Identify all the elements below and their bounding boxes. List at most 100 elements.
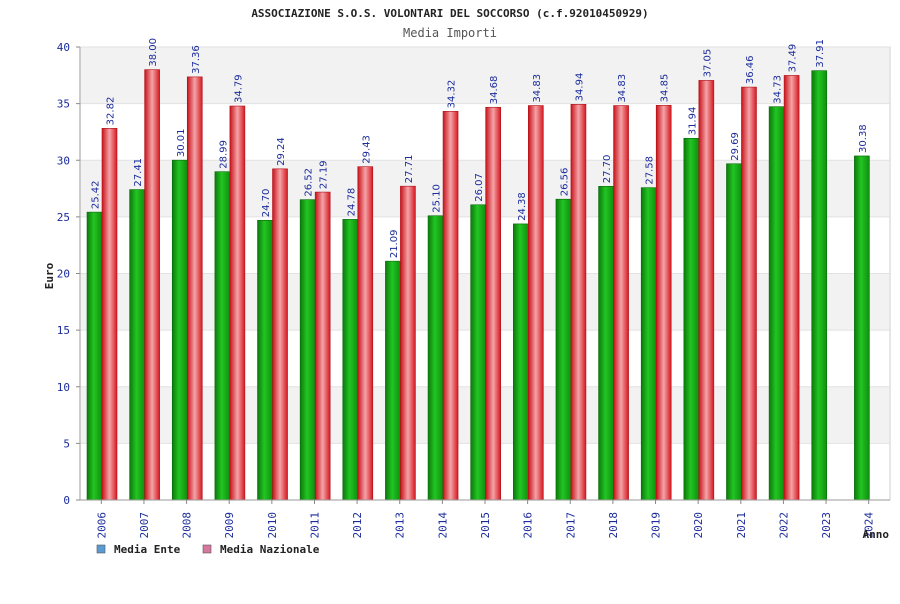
data-label: 37.49 [788,44,799,73]
x-tick-label: 2008 [181,512,194,539]
data-label: 27.58 [645,156,656,185]
x-tick-label: 2024 [863,512,876,539]
data-label: 34.79 [233,74,244,103]
data-label: 34.32 [447,80,458,109]
y-axis-label: Euro [43,262,56,289]
bar-media-ente [171,159,188,501]
x-tick-label: 2009 [223,512,236,539]
bar-media-ente [129,189,145,501]
bar-media-ente [683,137,700,501]
bar-media-nazionale [314,191,331,501]
bar-media-nazionale [144,69,160,501]
data-label: 27.19 [319,160,330,189]
x-tick-label: 2022 [777,512,790,539]
legend-item[interactable]: Media Ente [96,543,181,556]
x-axis-label: Anno [863,528,890,541]
data-label: 30.01 [176,128,187,157]
data-label: 34.68 [489,76,500,105]
data-label: 34.83 [617,74,628,103]
x-tick-label: 2019 [650,512,663,539]
bar-media-nazionale [655,105,672,501]
data-label: 29.24 [276,137,287,166]
legend-label: Media Ente [114,543,181,556]
bar-media-nazionale [528,105,544,501]
bar-media-ente [598,185,614,501]
legend-swatch [96,544,106,554]
x-tick-label: 2020 [692,512,705,539]
bar-media-ente [513,223,529,501]
bar-media-ente [726,163,742,501]
bar-media-nazionale [229,105,246,501]
bar-media-ente [86,211,103,501]
bar-media-nazionale [570,104,587,501]
bar-media-nazionale [783,75,800,501]
y-tick-label: 15 [57,324,70,337]
y-tick-label: 10 [57,381,70,394]
bar-media-ente [342,219,359,501]
bars [86,69,870,501]
data-label: 27.70 [602,155,613,184]
x-tick-label: 2017 [564,512,577,539]
x-tick-label: 2012 [351,512,364,539]
x-tick-label: 2014 [436,512,449,539]
data-label: 34.85 [660,74,671,103]
data-label: 29.69 [730,132,741,161]
data-label: 38.00 [148,38,159,67]
x-tick-label: 2016 [522,512,535,539]
bar-media-ente [385,260,401,501]
bar-media-ente [214,171,231,501]
bar-media-ente [854,155,870,501]
data-label: 26.52 [304,168,315,197]
bar-media-nazionale [741,86,757,501]
bar-media-ente [470,204,486,501]
legend: Media Ente Media Nazionale [96,543,320,556]
x-tick-label: 2015 [479,512,492,539]
bar-media-nazionale [442,111,459,501]
data-label: 24.38 [517,192,528,221]
bar-media-nazionale [357,166,374,501]
x-tick-label: 2010 [266,512,279,539]
x-tick-label: 2013 [394,512,407,539]
bar-media-nazionale [272,168,288,501]
x-tick-label: 2018 [607,512,620,539]
y-tick-label: 0 [63,494,70,507]
bar-media-nazionale [613,105,629,501]
x-tick-label: 2007 [138,512,151,539]
data-label: 26.07 [474,173,485,202]
data-label: 25.10 [432,184,443,213]
bar-media-ente [640,187,657,501]
bar-media-nazionale [101,128,118,501]
data-label: 31.94 [687,107,698,136]
y-tick-label: 20 [57,268,70,281]
x-tick-label: 2023 [820,512,833,539]
data-label: 24.78 [346,188,357,217]
bar-media-ente [299,199,316,501]
bar-media-ente [257,219,273,501]
data-label: 37.36 [191,45,202,74]
data-label: 36.46 [745,55,756,84]
data-label: 32.82 [106,97,117,126]
data-label: 27.41 [133,158,144,187]
chart-title: ASSOCIAZIONE S.O.S. VOLONTARI DEL SOCCOR… [251,7,648,20]
data-label: 27.71 [404,155,415,184]
data-label: 25.42 [91,180,102,209]
y-tick-label: 5 [63,437,70,450]
data-labels: 25.42 32.82 27.41 38.00 30.01 37.36 28.99 34.79… [91,38,869,258]
legend-item[interactable]: Media Nazionale [202,543,320,556]
y-tick-label: 25 [57,211,70,224]
data-label: 24.70 [261,189,272,218]
data-label: 21.09 [389,230,400,259]
x-axis: 2006 2007 2008 2009 2010 2011 2012 2013 2014 2015… [80,499,890,539]
bar-media-nazionale [400,185,416,501]
y-tick-label: 35 [57,98,70,111]
data-label: 26.56 [559,168,570,197]
y-tick-label: 40 [57,41,70,54]
data-label: 34.94 [574,73,585,102]
data-label: 30.38 [858,124,869,153]
x-tick-label: 2021 [735,512,748,539]
bar-media-nazionale [698,80,715,501]
x-tick-label: 2006 [95,512,108,539]
y-tick-label: 30 [57,154,70,167]
